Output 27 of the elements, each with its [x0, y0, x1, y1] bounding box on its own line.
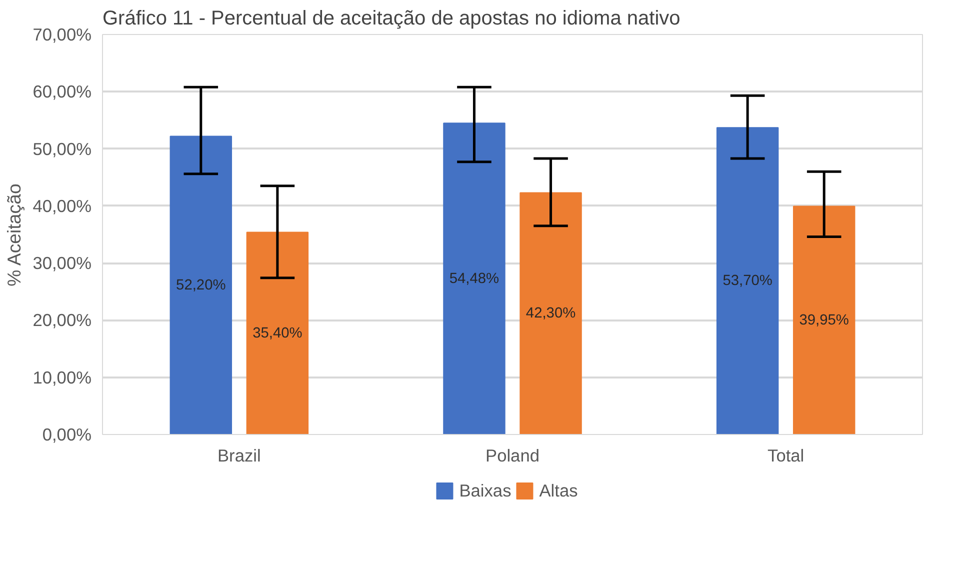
chart-title: Gráfico 11 - Percentual de aceitação de apostas no idioma nativo — [102, 8, 680, 30]
x-tick-label: Brazil — [218, 446, 261, 466]
x-tick-label: Poland — [486, 446, 540, 466]
y-tick-label: 30,00% — [32, 253, 92, 274]
bar — [792, 206, 856, 434]
data-label: 39,95% — [799, 312, 849, 328]
data-label: 35,40% — [252, 325, 302, 342]
data-label: 42,30% — [526, 306, 576, 322]
x-tick-label: Total — [768, 446, 804, 466]
legend-label: Altas — [539, 480, 578, 501]
legend-label: Baixas — [459, 480, 512, 501]
data-label: 53,70% — [722, 273, 772, 290]
bar — [170, 136, 232, 434]
y-tick-label: 70,00% — [32, 24, 92, 44]
y-tick-label: 40,00% — [32, 196, 92, 216]
bar — [246, 232, 309, 434]
y-tick-label: 50,00% — [32, 138, 92, 159]
y-axis-title: % Aceitação — [4, 184, 25, 286]
bar — [716, 127, 779, 434]
y-tick-label: 0,00% — [42, 424, 92, 444]
data-label: 54,48% — [449, 270, 500, 287]
bar — [520, 192, 582, 434]
y-tick-label: 20,00% — [32, 310, 92, 330]
data-label: 52,20% — [176, 277, 226, 294]
bar — [443, 122, 506, 434]
y-tick-label: 10,00% — [32, 367, 92, 388]
y-tick-label: 60,00% — [32, 82, 92, 102]
